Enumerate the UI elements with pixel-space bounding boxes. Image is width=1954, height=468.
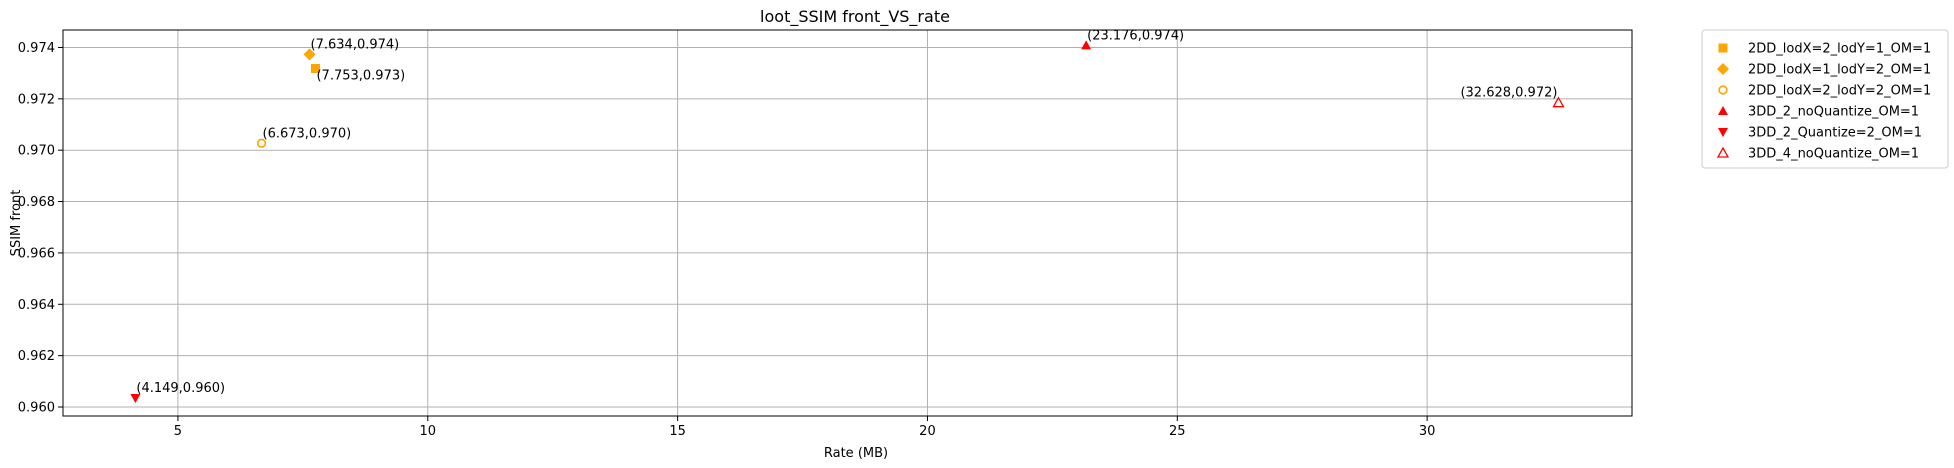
data-label: (6.673,0.970): [263, 126, 352, 141]
y-tick-label: 0.964: [18, 298, 55, 313]
y-axis-title: SSIM front: [9, 190, 24, 257]
data-point: [257, 138, 267, 148]
y-tick-label: 0.968: [18, 195, 55, 210]
data-label: (32.628,0.972): [1460, 86, 1557, 101]
legend-label: 3DD_2_noQuantize_OM=1: [1748, 105, 1919, 120]
x-tick-label: 30: [1419, 424, 1436, 439]
data-point: [303, 48, 316, 61]
legend-label: 2DD_lodX=1_lodY=2_OM=1: [1748, 63, 1931, 78]
plot-frame: [62, 29, 1633, 417]
legend-label: 3DD_4_noQuantize_OM=1: [1748, 147, 1919, 162]
legend-label: 2DD_lodX=2_lodY=1_OM=1: [1748, 42, 1931, 57]
data-label: (4.149,0.960): [136, 381, 225, 396]
legend-label: 2DD_lodX=2_lodY=2_OM=1: [1748, 84, 1931, 99]
axis-ticks: 5 10 15 20 25 30 0.960 0.962 0.964 0.966 0.968 0.97…: [18, 41, 1436, 439]
x-axis-title: Rate (MB): [824, 446, 888, 461]
legend-marker: [1718, 106, 1728, 115]
chart-title: loot_SSIM front_VS_rate: [760, 7, 950, 27]
data-label: (7.634,0.974): [311, 37, 400, 52]
legend: 2DD_lodX=2_lodY=1_OM=1 2DD_lodX=1_lodY=2_…: [1701, 29, 1949, 169]
grid: [63, 30, 1632, 416]
data-label: (23.176,0.974): [1087, 28, 1184, 43]
y-tick-label: 0.972: [18, 92, 55, 107]
data-point: [130, 394, 141, 404]
y-tick-label: 0.974: [18, 41, 55, 56]
data-label: (7.753,0.973): [316, 69, 405, 84]
legend-marker: [1717, 63, 1729, 75]
x-tick-label: 15: [669, 424, 686, 439]
legend-marker: [1718, 128, 1728, 137]
x-tick-label: 20: [919, 424, 936, 439]
x-tick-label: 5: [174, 424, 182, 439]
legend-marker: [1718, 85, 1728, 95]
data-points: (7.753,0.973) (7.634,0.974) (6.673,0.970) (…: [130, 28, 1565, 404]
legend-marker: [1716, 146, 1730, 158]
data-point: [1552, 96, 1565, 108]
y-tick-label: 0.970: [18, 144, 55, 159]
x-tick-label: 25: [1169, 424, 1186, 439]
legend-label: 3DD_2_Quantize=2_OM=1: [1748, 126, 1922, 141]
data-point: [1081, 40, 1092, 50]
y-tick-label: 0.960: [18, 401, 55, 416]
y-tick-label: 0.962: [18, 349, 55, 364]
data-point: [310, 64, 320, 74]
legend-box: [1701, 29, 1949, 169]
y-tick-label: 0.966: [18, 246, 55, 261]
x-tick-label: 10: [419, 424, 436, 439]
legend-marker: [1718, 43, 1728, 53]
